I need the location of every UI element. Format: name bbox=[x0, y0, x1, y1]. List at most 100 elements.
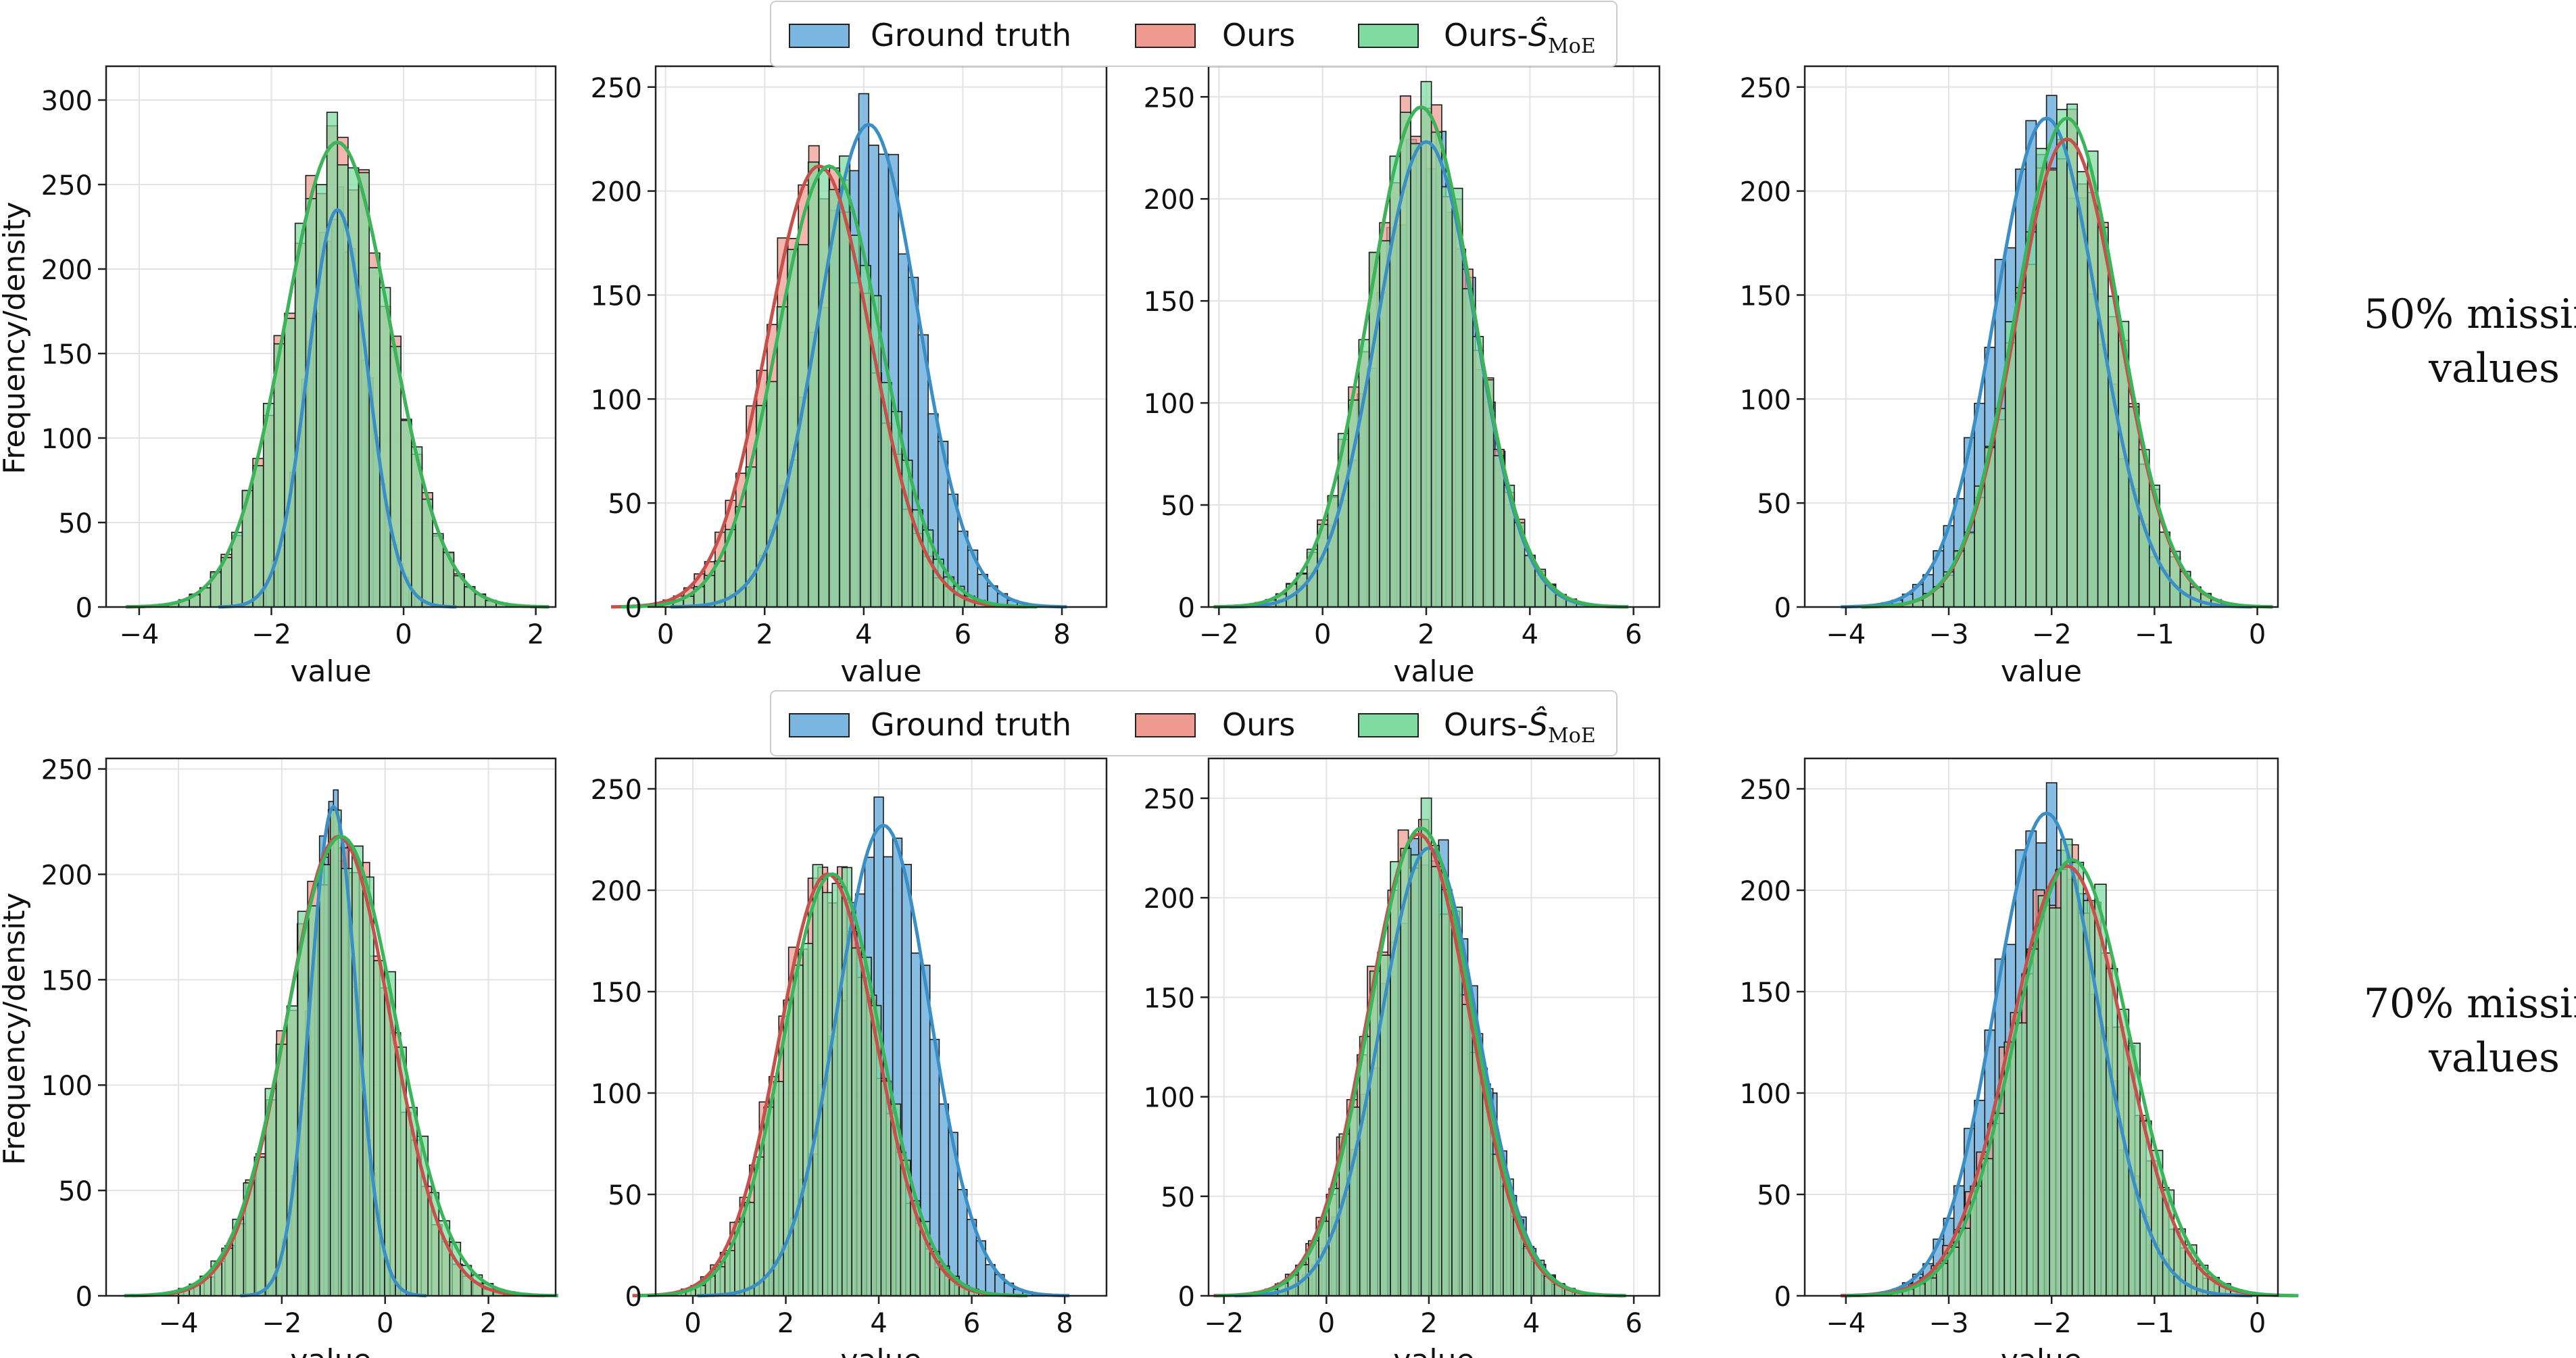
x-tick-label: 2 bbox=[756, 619, 773, 650]
bar bbox=[305, 198, 317, 608]
y-tick-label: 200 bbox=[41, 255, 93, 286]
row-label-50-line1: 50% missing bbox=[2364, 291, 2576, 338]
x-axis-title: value bbox=[1393, 654, 1474, 689]
x-tick-label: 0 bbox=[1314, 619, 1331, 650]
bar bbox=[1368, 251, 1380, 608]
y-tick-label: 50 bbox=[608, 489, 642, 520]
kde-line-0 bbox=[670, 122, 1067, 609]
y-tick-label: 0 bbox=[625, 593, 642, 624]
y-tick-label: 150 bbox=[1144, 983, 1195, 1014]
y-tick-label: 50 bbox=[58, 1176, 93, 1207]
bar bbox=[807, 161, 819, 608]
bar bbox=[318, 864, 331, 1296]
y-tick-label: 0 bbox=[1178, 1282, 1195, 1313]
y-tick-label: 0 bbox=[1774, 1282, 1791, 1313]
bar bbox=[787, 249, 799, 608]
x-tick-label: 0 bbox=[1318, 1308, 1335, 1339]
bar bbox=[1441, 889, 1453, 1296]
bar bbox=[1492, 455, 1505, 608]
x-tick-label: 6 bbox=[1625, 619, 1642, 650]
kde-line-2 bbox=[621, 164, 1038, 609]
legend-swatch-ground-truth bbox=[789, 713, 850, 737]
y-tick-label: 50 bbox=[1757, 1180, 1791, 1211]
kde-line-0 bbox=[1229, 140, 1624, 609]
y-tick-label: 150 bbox=[1144, 287, 1195, 318]
kde-line-0 bbox=[1841, 116, 2253, 609]
bar bbox=[851, 947, 862, 1296]
bar bbox=[1430, 866, 1442, 1296]
bar bbox=[1430, 131, 1442, 608]
x-tick-label: −4 bbox=[1826, 1308, 1866, 1339]
bar bbox=[831, 883, 843, 1296]
x-tick-label: 2 bbox=[527, 619, 544, 650]
bar bbox=[326, 112, 339, 608]
x-tick-label: 2 bbox=[480, 1308, 497, 1339]
y-tick-label: 0 bbox=[1178, 593, 1195, 624]
bar bbox=[1958, 1228, 1971, 1296]
kde-line-2 bbox=[637, 872, 1028, 1298]
x-axis-title: value bbox=[840, 1343, 921, 1358]
kde-line-2 bbox=[1845, 858, 2299, 1298]
kde-line-0 bbox=[240, 804, 427, 1298]
bar bbox=[273, 343, 285, 608]
x-tick-label: −1 bbox=[2135, 1308, 2174, 1339]
y-tick-label: 250 bbox=[41, 170, 93, 201]
bar bbox=[1461, 288, 1474, 608]
bar bbox=[745, 466, 757, 608]
kde-line-1 bbox=[1841, 864, 2293, 1298]
legend-swatch-ours bbox=[1135, 24, 1196, 48]
bar bbox=[2071, 861, 2085, 1296]
x-tick-label: −2 bbox=[251, 619, 291, 650]
kde-line-2 bbox=[126, 140, 550, 609]
bar bbox=[2108, 295, 2119, 608]
plot-frame bbox=[105, 757, 557, 1297]
x-axis-title: value bbox=[840, 654, 921, 689]
bar bbox=[1420, 80, 1432, 608]
bar bbox=[406, 1107, 418, 1296]
legend-swatch-ours-moe bbox=[1358, 24, 1419, 48]
y-tick-label: 150 bbox=[591, 977, 642, 1009]
x-tick-label: −2 bbox=[1199, 619, 1239, 650]
bar bbox=[2037, 895, 2050, 1296]
bar bbox=[1328, 1188, 1340, 1296]
x-tick-label: −3 bbox=[1929, 1308, 1969, 1339]
bar bbox=[389, 345, 402, 608]
bar bbox=[776, 306, 788, 608]
x-tick-label: −2 bbox=[2032, 1308, 2072, 1339]
y-tick-label: 100 bbox=[591, 385, 642, 416]
bar bbox=[766, 381, 778, 608]
bar bbox=[1359, 1036, 1371, 1296]
bar bbox=[1461, 1004, 1474, 1296]
x-axis-title: value bbox=[290, 1343, 371, 1358]
y-tick-label: 0 bbox=[76, 593, 93, 624]
y-tick-label: 100 bbox=[1740, 1079, 1791, 1110]
bar bbox=[329, 809, 342, 1296]
bar bbox=[368, 267, 381, 608]
y-tick-label: 100 bbox=[1740, 385, 1791, 416]
bar bbox=[1441, 186, 1453, 608]
legend-swatch-ground-truth bbox=[789, 24, 850, 48]
x-axis-title: value bbox=[2001, 654, 2082, 689]
y-tick-label: 50 bbox=[1161, 491, 1195, 522]
y-tick-label: 250 bbox=[1740, 73, 1791, 104]
bar bbox=[849, 235, 861, 608]
histogram-panel-r2-c4: 0 50 100 150 200 250 −4 −3 −2 −1 0 value bbox=[1740, 757, 2299, 1358]
bar bbox=[1420, 797, 1432, 1296]
y-tick-label: 250 bbox=[1740, 775, 1791, 806]
y-tick-label: 100 bbox=[591, 1079, 642, 1110]
x-tick-label: 4 bbox=[1522, 619, 1538, 650]
bar bbox=[2025, 231, 2037, 608]
y-tick-label: 50 bbox=[1757, 489, 1791, 520]
kde-line-2 bbox=[1216, 826, 1626, 1298]
y-tick-label: 200 bbox=[591, 177, 642, 208]
y-tick-label: 0 bbox=[76, 1282, 93, 1313]
x-tick-label: 4 bbox=[855, 619, 872, 650]
plot-frame bbox=[1803, 65, 2279, 608]
series-bars-2 bbox=[1879, 838, 2266, 1296]
bar bbox=[379, 287, 391, 608]
x-tick-label: −3 bbox=[1929, 619, 1969, 650]
y-tick-label: 150 bbox=[1740, 977, 1791, 1009]
legend-label-ground-truth: Ground truth bbox=[871, 17, 1071, 53]
series-bars-2 bbox=[146, 112, 529, 608]
